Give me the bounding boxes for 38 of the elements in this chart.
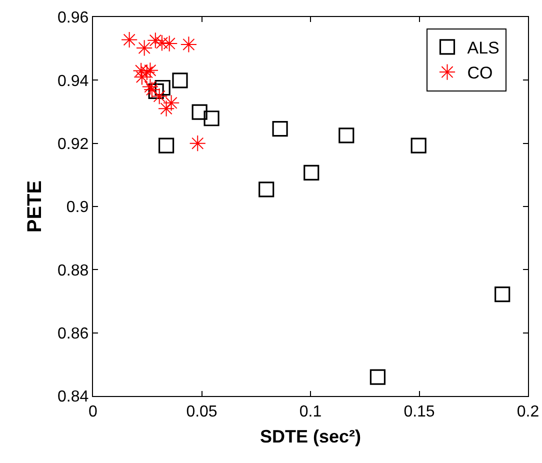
point [134, 68, 150, 86]
point [121, 31, 138, 48]
point [163, 94, 180, 112]
y-tick-label: 0.9 [66, 199, 89, 216]
legend-label: ALS [467, 38, 500, 58]
point [304, 164, 320, 181]
point [192, 104, 208, 120]
y-tick-label: 0.86 [58, 325, 89, 342]
y-tick-label: 0.88 [58, 262, 89, 280]
legend-label: CO [467, 64, 493, 83]
x-tick-label: 0.1 [299, 403, 322, 420]
y-tick-label: 0.96 [58, 10, 89, 27]
point [338, 128, 354, 144]
x-tick-label: 0.15 [404, 403, 435, 420]
y-tick-label: 0.84 [58, 388, 89, 406]
point [204, 110, 220, 126]
point [370, 369, 386, 385]
point [136, 40, 153, 56]
point [189, 135, 206, 152]
point [258, 182, 274, 198]
y-axis-title: PETE [24, 180, 46, 233]
point [148, 83, 164, 100]
point [158, 138, 174, 154]
x-tick-label: 0.2 [516, 403, 540, 420]
x-tick-label: 0 [88, 403, 98, 420]
y-tick-label: 0.92 [58, 136, 89, 153]
x-axis-title: SDTE (sec²) [260, 426, 362, 446]
point [154, 80, 170, 96]
y-tick-label: 0.94 [58, 72, 89, 90]
point [410, 138, 426, 154]
point [272, 121, 288, 137]
point [142, 62, 158, 79]
point [172, 72, 188, 88]
point [494, 286, 510, 302]
point [158, 100, 175, 117]
point [180, 36, 197, 53]
point [151, 88, 168, 105]
x-tick-label: 0.05 [186, 403, 218, 420]
